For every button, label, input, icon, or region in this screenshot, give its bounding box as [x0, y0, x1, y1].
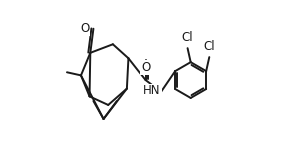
Text: HN: HN: [143, 84, 161, 97]
Text: Cl: Cl: [204, 40, 215, 53]
Text: Cl: Cl: [182, 31, 193, 44]
Text: O: O: [141, 61, 150, 74]
Text: O: O: [80, 22, 90, 35]
